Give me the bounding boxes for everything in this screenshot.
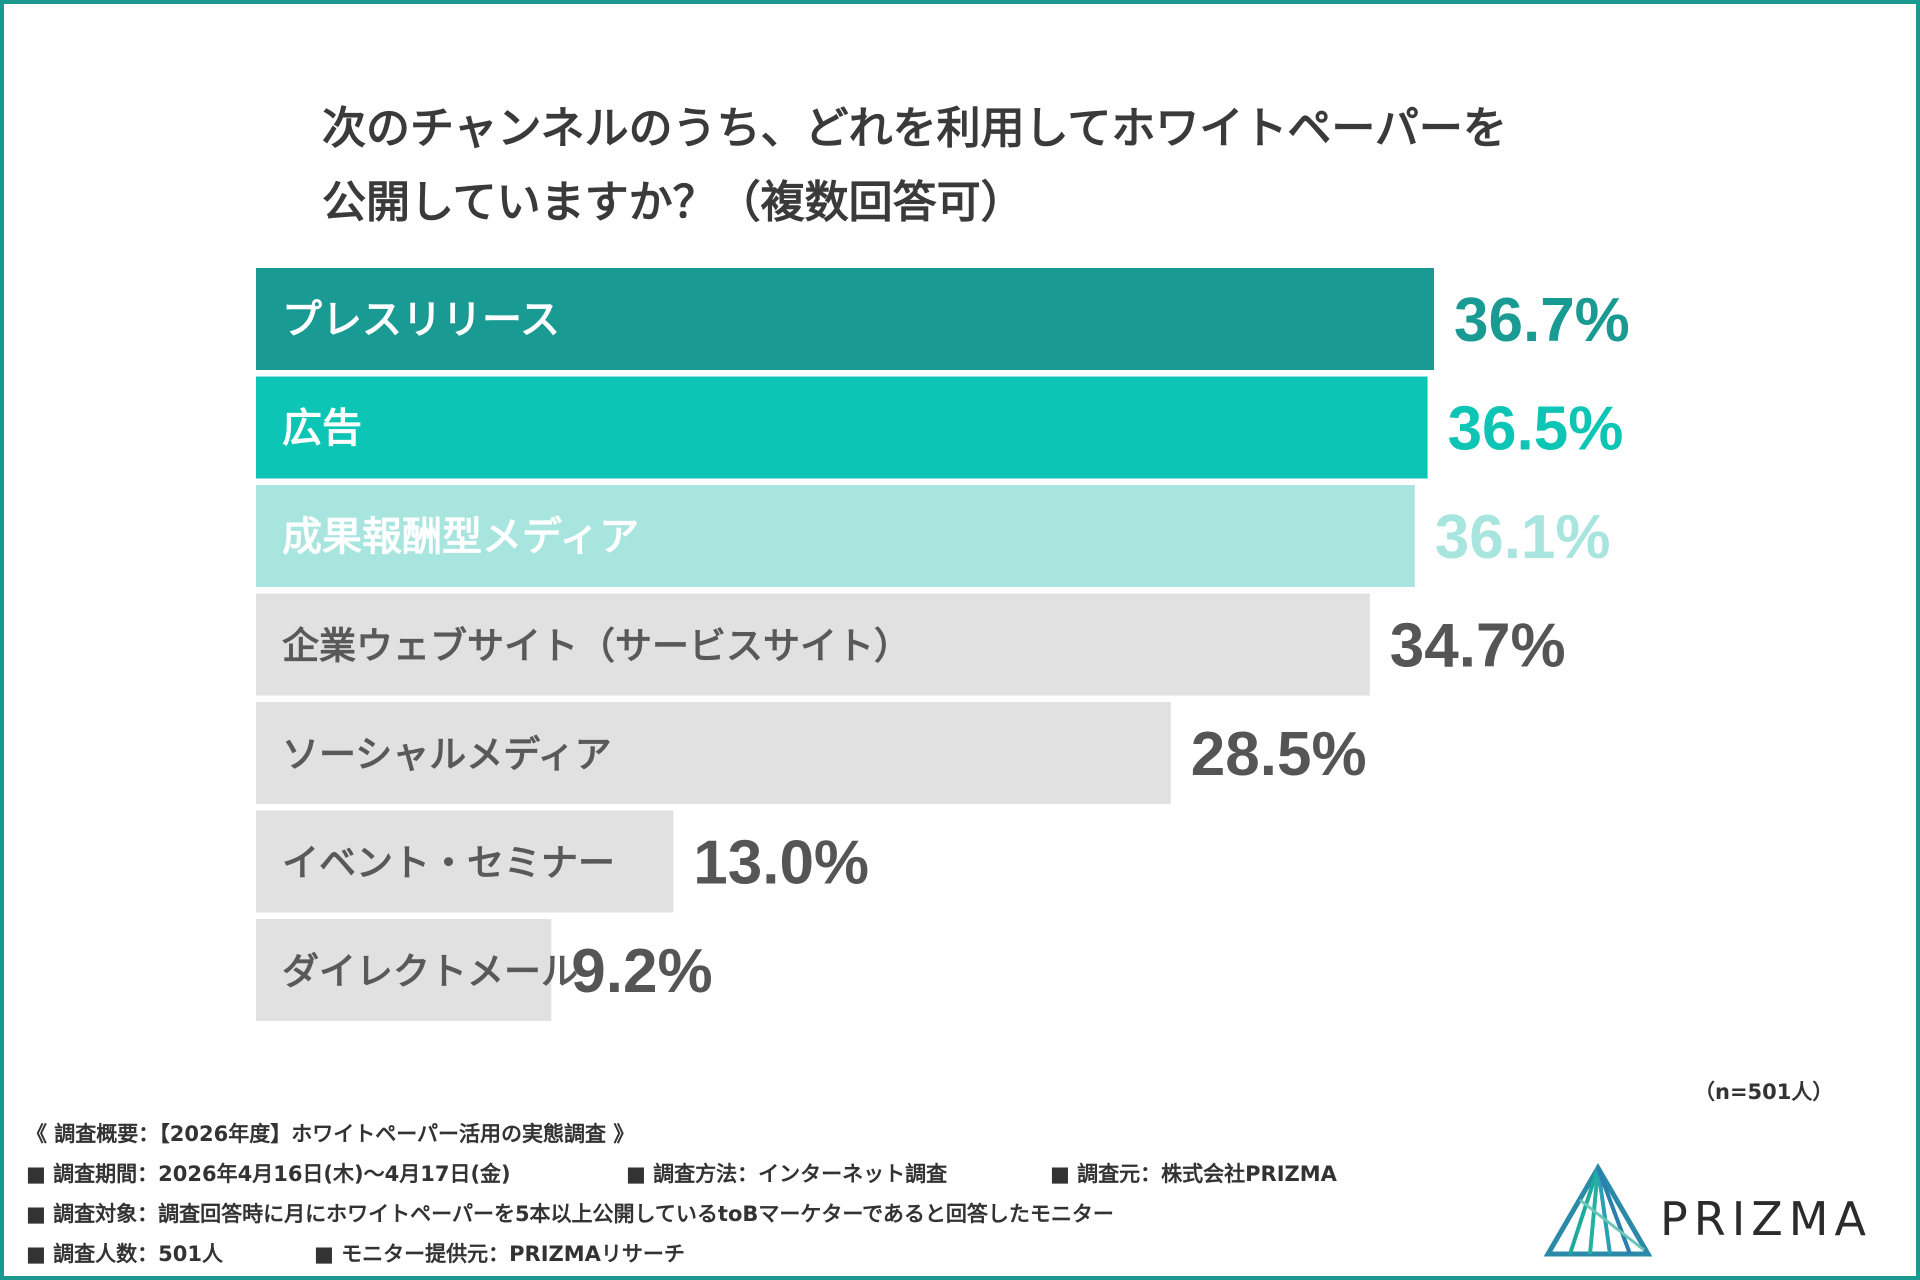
bar-3 xyxy=(256,485,1415,587)
bar-7 xyxy=(256,919,552,1021)
bar-label-3: 成果報酬型メディア xyxy=(282,514,639,560)
bar-label-5: ソーシャルメディア xyxy=(282,733,612,776)
survey-count: ■ 調査人数：501人 xyxy=(26,1242,223,1266)
survey-row-3: ■ 調査人数：501人 ■ モニター提供元：PRIZMAリサーチ xyxy=(26,1238,685,1268)
prizma-triangle-icon xyxy=(1543,1163,1653,1257)
value-label-5: 28.5% xyxy=(1191,720,1367,789)
value-label-7: 9.2% xyxy=(571,937,712,1006)
value-label-3: 36.1% xyxy=(1435,503,1611,572)
bar-5 xyxy=(256,702,1171,804)
chart-title: 次のチャンネルのうち、どれを利用してホワイトペーパーを 公開していますか？（複数… xyxy=(322,92,1722,240)
prizma-logo-text: PRIZMA xyxy=(1660,1192,1872,1246)
survey-row-1: ■ 調査期間：2026年4月16日(木)〜4月17日(金) ■ 調査方法：インター… xyxy=(26,1158,1337,1188)
bar-label-2: 広告 xyxy=(282,406,362,452)
survey-method: ■ 調査方法：インターネット調査 xyxy=(626,1162,948,1186)
value-label-2: 36.5% xyxy=(1448,395,1624,464)
bar-6 xyxy=(256,810,674,913)
bar-label-4: 企業ウェブサイト（サービスサイト） xyxy=(282,625,911,668)
sample-size: （n=501人） xyxy=(1694,1080,1834,1104)
survey-overview: 《 調査概要：【2026年度】ホワイトペーパー活用の実態調査 》 xyxy=(26,1122,635,1146)
bar-1 xyxy=(256,268,1434,370)
survey-source: ■ 調査元：株式会社PRIZMA xyxy=(1050,1162,1337,1186)
bar-label-6: イベント・セミナー xyxy=(282,842,615,885)
bar-label-1: プレスリリース xyxy=(282,297,560,343)
bar-4 xyxy=(256,593,1370,696)
bar-2 xyxy=(256,376,1428,479)
bar-label-7: ダイレクトメール xyxy=(282,950,578,993)
chart-title-line1: 次のチャンネルのうち、どれを利用してホワイトペーパーを xyxy=(322,103,1507,154)
survey-period: ■ 調査期間：2026年4月16日(木)〜4月17日(金) xyxy=(26,1162,511,1186)
value-label-4: 34.7% xyxy=(1390,612,1566,681)
chart-title-line2: 公開していますか？（複数回答可） xyxy=(322,177,1025,228)
value-label-6: 13.0% xyxy=(693,829,869,898)
value-label-1: 36.7% xyxy=(1454,286,1630,355)
survey-provider: ■ モニター提供元：PRIZMAリサーチ xyxy=(314,1242,685,1266)
survey-target: ■ 調査対象：調査回答時に月にホワイトペーパーを5本以上公開しているtoBマーケ… xyxy=(26,1202,1114,1226)
